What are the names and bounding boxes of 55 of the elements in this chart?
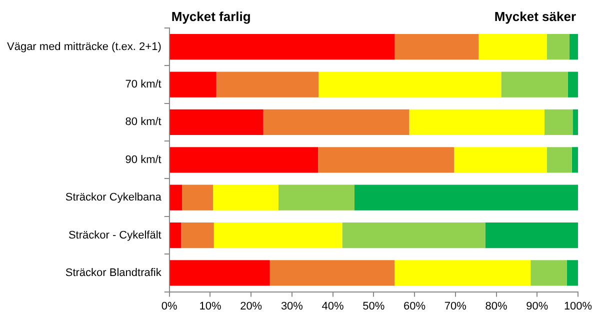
bar [485, 222, 578, 248]
x-tick-label: 90% [526, 300, 548, 312]
y-tick-label: Sträckor Blandtrafik [65, 266, 162, 279]
bar [318, 147, 454, 173]
bar [478, 34, 547, 60]
bar [182, 184, 214, 210]
bar [170, 222, 182, 248]
bar [318, 72, 502, 98]
x-tick-label: 50% [362, 300, 385, 312]
bar [569, 34, 578, 60]
y-tick-label: 80 km/t [125, 116, 162, 128]
bar [278, 184, 354, 210]
bar [213, 184, 278, 210]
y-tick-label: 70 km/t [125, 78, 162, 91]
bar [394, 260, 531, 286]
x-tick-label: 0% [161, 300, 178, 312]
bar [546, 147, 572, 173]
text: Mycket farlig [171, 9, 251, 24]
y-tick-label: 90 km/t [125, 154, 162, 166]
x-tick-label: 10% [199, 300, 222, 312]
bar [572, 109, 578, 136]
x-tick-label: 20% [240, 300, 262, 312]
bar [546, 34, 570, 60]
bar [454, 147, 547, 173]
bar [342, 222, 486, 248]
bar [270, 260, 395, 286]
x-tick-label: 80% [485, 300, 508, 312]
x-tick-label: 40% [322, 300, 344, 312]
text: Mycket säker [494, 9, 576, 24]
bar [170, 72, 216, 98]
bar [170, 260, 270, 286]
bar [181, 222, 214, 248]
bar [568, 72, 578, 98]
y-tick-label: Sträckor - Cykelfält [68, 229, 162, 242]
x-tick-label: 60% [404, 300, 426, 312]
bar [394, 34, 479, 60]
bar [566, 260, 578, 286]
bar [214, 222, 342, 248]
bar [409, 109, 544, 136]
x-tick-label: 100% [564, 300, 592, 312]
x-tick-label: 70% [444, 300, 467, 312]
bar [170, 34, 395, 60]
bar [263, 109, 410, 136]
bar [572, 147, 578, 173]
bar [354, 184, 578, 210]
bar [216, 72, 319, 98]
bar [170, 184, 182, 210]
bar [530, 260, 567, 286]
x-tick-label: 30% [280, 300, 304, 312]
bar [544, 109, 573, 136]
bar [501, 72, 568, 98]
y-tick-label: Sträckor Cykelbana [65, 192, 162, 204]
y-tick-label: Vägar med mitträcke (t.ex. 2+1) [6, 40, 162, 53]
bar [170, 147, 318, 173]
bar [170, 109, 264, 136]
